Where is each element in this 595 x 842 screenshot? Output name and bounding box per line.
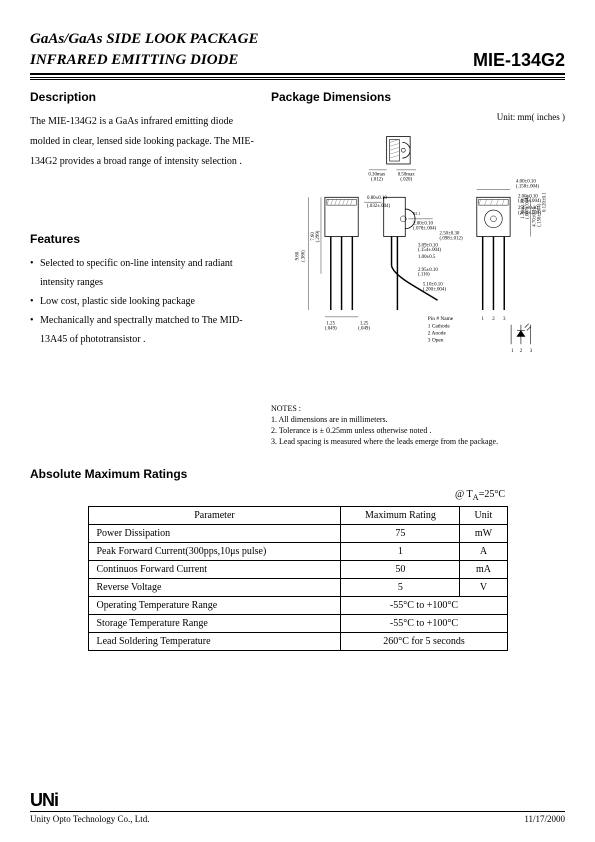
svg-text:1: 1: [511, 349, 514, 354]
unit-note: Unit: mm( inches ): [271, 112, 565, 122]
package-diagram: 0.30max (.012) 0.50max (.020): [271, 126, 565, 396]
svg-text:3 Open: 3 Open: [428, 337, 444, 343]
features-heading: Features: [30, 232, 261, 246]
right-column: Package Dimensions Unit: mm( inches ) 0.…: [271, 90, 565, 448]
svg-text:1.00±0.5: 1.00±0.5: [418, 255, 436, 260]
header-rule: [30, 77, 565, 80]
main-columns: Description The MIE-134G2 is a GaAs infr…: [30, 90, 565, 448]
svg-text:(.078±.004): (.078±.004): [413, 226, 436, 231]
svg-text:(.098±.012): (.098±.012): [440, 236, 463, 241]
page-footer: UNi Unity Opto Technology Co., Ltd. 11/1…: [30, 790, 565, 824]
svg-text:(.032±.004): (.032±.004): [367, 204, 390, 209]
svg-text:0.120±0.1: 0.120±0.1: [542, 191, 547, 211]
table-row: Storage Temperature Range-55°C to +100°C: [88, 615, 507, 633]
description-heading: Description: [30, 90, 261, 104]
col-unit: Unit: [460, 507, 507, 525]
svg-text:9.80: 9.80: [295, 251, 300, 260]
svg-text:(.299): (.299): [316, 230, 321, 242]
ratings-caption: @ TA=25°C: [30, 489, 565, 502]
document-date: 11/17/2000: [524, 814, 565, 824]
note-item: 2. Tolerance is ± 0.25mm unless otherwis…: [271, 425, 565, 436]
svg-text:3: 3: [530, 349, 533, 354]
title-line-1: GaAs/GaAs SIDE LOOK PACKAGE: [30, 30, 565, 50]
features-list: Selected to specific on-line intensity a…: [30, 254, 261, 349]
svg-text:1 Cathode: 1 Cathode: [428, 323, 451, 329]
svg-text:(.067±.004): (.067±.004): [526, 195, 531, 218]
company-logo: UNi: [30, 790, 565, 811]
feature-item: Selected to specific on-line intensity a…: [30, 254, 261, 292]
table-row: Power Dissipation75mW: [88, 525, 507, 543]
svg-text:R1.1: R1.1: [413, 211, 421, 215]
feature-item: Low cost, plastic side looking package: [30, 292, 261, 311]
svg-text:Pin # Name: Pin # Name: [428, 315, 454, 321]
svg-text:3: 3: [503, 316, 506, 321]
notes-heading: NOTES :: [271, 403, 565, 414]
title-line-2: INFRARED EMITTING DIODE: [30, 51, 238, 71]
col-max: Maximum Rating: [341, 507, 460, 525]
svg-text:2: 2: [492, 316, 495, 321]
svg-text:(.154±.004): (.154±.004): [418, 248, 441, 253]
svg-text:(.049): (.049): [358, 326, 370, 331]
svg-text:1: 1: [481, 316, 484, 321]
table-row: Lead Soldering Temperature260°C for 5 se…: [88, 633, 507, 651]
svg-text:(.020): (.020): [400, 177, 412, 182]
table-header-row: Parameter Maximum Rating Unit: [88, 507, 507, 525]
ratings-heading: Absolute Maximum Ratings: [30, 467, 565, 481]
svg-text:(.012): (.012): [371, 177, 383, 182]
footer-rule: [30, 811, 565, 812]
table-row: Reverse Voltage5V: [88, 579, 507, 597]
svg-text:(.116): (.116): [418, 272, 430, 277]
table-row: Continuos Forward Current50mA: [88, 561, 507, 579]
description-text: The MIE-134G2 is a GaAs infrared emittin…: [30, 112, 261, 172]
col-parameter: Parameter: [88, 507, 341, 525]
feature-item: Mechanically and spectrally matched to T…: [30, 311, 261, 349]
svg-text:2 Anode: 2 Anode: [428, 330, 447, 336]
document-header: GaAs/GaAs SIDE LOOK PACKAGE INFRARED EMI…: [30, 30, 565, 80]
note-item: 3. Lead spacing is measured where the le…: [271, 436, 565, 447]
package-notes: NOTES : 1. All dimensions are in millime…: [271, 403, 565, 448]
svg-text:0.80±0.10: 0.80±0.10: [367, 196, 387, 201]
left-column: Description The MIE-134G2 is a GaAs infr…: [30, 90, 261, 448]
svg-text:(.049): (.049): [325, 326, 337, 331]
ratings-table: Parameter Maximum Rating Unit Power Diss…: [88, 506, 508, 651]
part-number: MIE-134G2: [473, 50, 565, 71]
svg-text:(.158±.004): (.158±.004): [516, 184, 539, 189]
svg-text:(.200±.004): (.200±.004): [423, 287, 446, 292]
package-heading: Package Dimensions: [271, 90, 565, 104]
table-row: Peak Forward Current(300pps,10μs pulse)1…: [88, 543, 507, 561]
company-name: Unity Opto Technology Co., Ltd.: [30, 814, 149, 824]
svg-text:2: 2: [520, 349, 523, 354]
note-item: 1. All dimensions are in millimeters.: [271, 414, 565, 425]
svg-text:(.386): (.386): [301, 249, 306, 261]
table-row: Operating Temperature Range-55°C to +100…: [88, 597, 507, 615]
